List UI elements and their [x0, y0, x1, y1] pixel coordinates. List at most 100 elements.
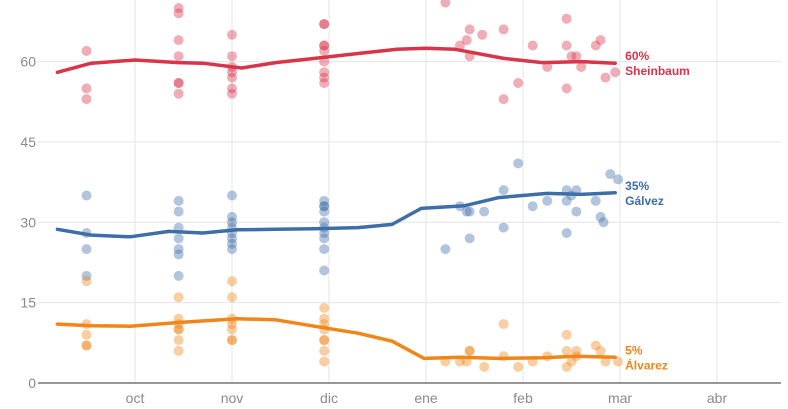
end-label-name-alvarez: Álvarez: [625, 357, 668, 372]
y-tick-label-60: 60: [20, 54, 36, 70]
x-tick-label-dic: dic: [320, 390, 338, 406]
poll-point-alvarez: [613, 356, 624, 367]
poll-point-alvarez: [513, 361, 524, 372]
poll-point-sheinbaum: [173, 78, 184, 88]
poll-point-alvarez: [561, 361, 572, 372]
poll-point-sheinbaum: [81, 45, 92, 56]
x-tick-label-ene: ene: [414, 390, 438, 406]
poll-point-galvez: [461, 206, 472, 217]
poll-point-alvarez: [81, 329, 92, 340]
poll-point-sheinbaum: [81, 83, 92, 94]
poll-point-sheinbaum: [319, 19, 330, 30]
poll-point-sheinbaum: [498, 94, 509, 105]
x-tick-label-mar: mar: [608, 390, 632, 406]
poll-point-sheinbaum: [561, 13, 572, 24]
poll-point-sheinbaum: [595, 35, 606, 46]
end-label-pct-sheinbaum: 60%: [625, 49, 649, 63]
poll-point-alvarez: [600, 356, 611, 367]
poll-points: [81, 0, 624, 372]
poll-point-sheinbaum: [173, 51, 184, 62]
poll-point-galvez: [561, 228, 572, 238]
poll-point-alvarez: [319, 335, 330, 346]
poll-point-sheinbaum: [319, 45, 330, 56]
y-tick-label-30: 30: [20, 214, 36, 230]
poll-point-sheinbaum: [319, 40, 330, 51]
series-end-labels: 60%Sheinbaum 35%Gálvez 5%Álvarez: [625, 49, 690, 372]
poll-point-sheinbaum: [461, 35, 472, 46]
poll-point-galvez: [590, 195, 601, 206]
poll-point-alvarez: [227, 335, 237, 346]
x-tick-label-nov: nov: [221, 390, 244, 406]
end-label-pct-galvez: 35%: [625, 179, 649, 193]
y-tick-label-45: 45: [20, 134, 36, 150]
poll-point-galvez: [479, 206, 490, 217]
poll-point-alvarez: [173, 335, 184, 346]
poll-point-sheinbaum: [571, 51, 582, 62]
poll-point-galvez: [173, 206, 184, 217]
poll-point-alvarez: [81, 340, 92, 351]
poll-point-sheinbaum: [513, 78, 524, 88]
x-gridlines: [134, 0, 718, 383]
poll-point-alvarez: [319, 335, 330, 346]
poll-point-sheinbaum: [464, 24, 475, 35]
poll-point-galvez: [227, 217, 237, 228]
poll-point-alvarez: [227, 335, 237, 346]
poll-point-sheinbaum: [440, 0, 451, 8]
poll-point-alvarez: [464, 345, 475, 356]
poll-point-sheinbaum: [319, 72, 330, 83]
poll-point-galvez: [173, 195, 184, 206]
poll-point-alvarez: [319, 356, 330, 367]
x-tick-label-abr: abr: [707, 390, 728, 406]
poll-point-sheinbaum: [610, 67, 621, 78]
poll-point-sheinbaum: [576, 61, 587, 72]
points-galvez: [81, 158, 624, 281]
poll-point-alvarez: [464, 345, 475, 356]
poll-point-galvez: [227, 190, 237, 201]
poll-point-alvarez: [227, 319, 237, 330]
poll-point-alvarez: [566, 356, 577, 367]
poll-point-galvez: [464, 206, 475, 217]
poll-point-sheinbaum: [173, 8, 184, 19]
poll-point-galvez: [513, 158, 524, 169]
poll-point-galvez: [319, 217, 330, 228]
poll-point-sheinbaum: [173, 78, 184, 88]
poll-point-galvez: [319, 195, 330, 206]
poll-point-sheinbaum: [590, 40, 601, 51]
poll-point-alvarez: [173, 324, 184, 335]
poll-point-galvez: [498, 185, 509, 196]
poll-point-galvez: [173, 249, 184, 260]
poll-point-galvez: [227, 238, 237, 249]
poll-point-sheinbaum: [227, 83, 237, 94]
x-tick-labels: oct nov dic ene feb mar abr: [126, 390, 728, 406]
poll-point-sheinbaum: [81, 94, 92, 105]
end-label-pct-alvarez: 5%: [625, 343, 643, 357]
poll-point-alvarez: [81, 340, 92, 351]
poll-point-sheinbaum: [227, 51, 237, 62]
poll-point-alvarez: [173, 324, 184, 335]
trend-lines: [55, 46, 617, 361]
poll-point-alvarez: [173, 292, 184, 303]
poll-point-sheinbaum: [542, 61, 553, 72]
trend-line-galvez: [55, 191, 617, 239]
poll-point-sheinbaum: [227, 67, 237, 78]
poll-point-alvarez: [227, 276, 237, 287]
poll-point-galvez: [571, 206, 582, 217]
poll-point-galvez: [173, 244, 184, 255]
poll-point-sheinbaum: [566, 51, 577, 62]
poll-point-sheinbaum: [561, 40, 572, 51]
end-label-name-galvez: Gálvez: [625, 194, 664, 208]
poll-point-sheinbaum: [498, 24, 509, 35]
poll-point-alvarez: [173, 345, 184, 356]
x-tick-label-oct: oct: [126, 390, 145, 406]
poll-point-galvez: [613, 174, 624, 185]
poll-point-alvarez: [498, 319, 509, 330]
poll-point-galvez: [319, 244, 330, 255]
poll-point-sheinbaum: [600, 72, 611, 83]
poll-point-sheinbaum: [173, 35, 184, 46]
y-tick-label-0: 0: [28, 375, 36, 391]
poll-point-galvez: [464, 233, 475, 244]
poll-point-galvez: [227, 244, 237, 255]
poll-point-alvarez: [571, 345, 582, 356]
poll-point-galvez: [319, 201, 330, 212]
poll-point-galvez: [561, 195, 572, 206]
